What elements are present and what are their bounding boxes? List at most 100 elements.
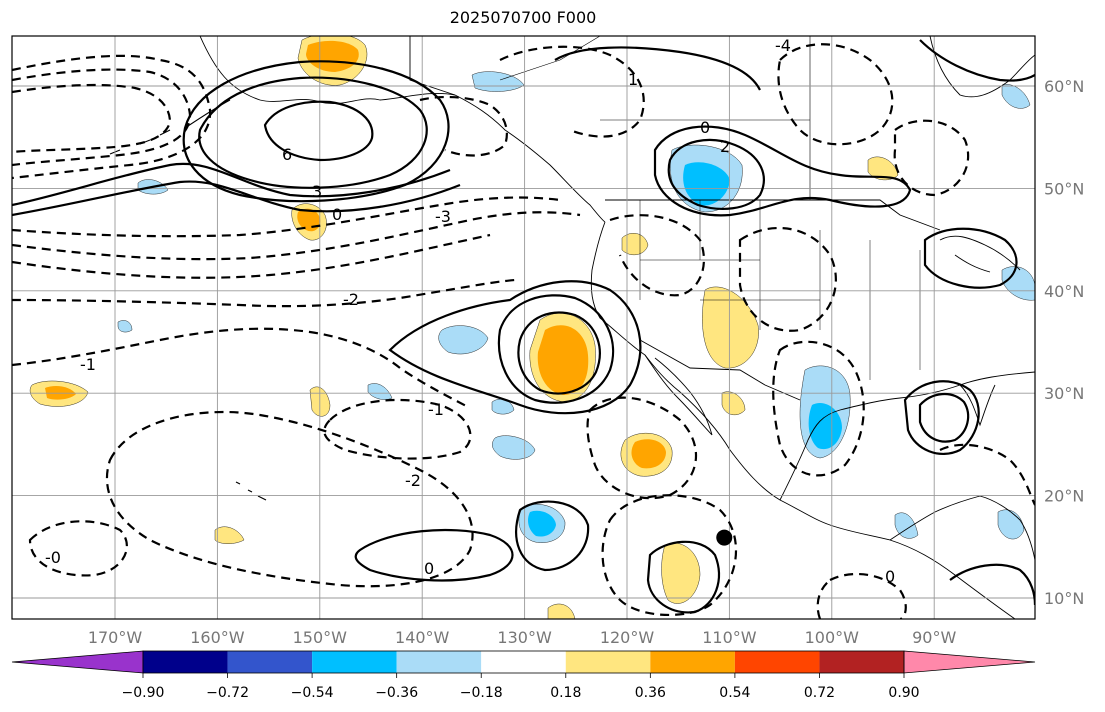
contour-label: 6 bbox=[282, 145, 292, 164]
contour-pos-6 bbox=[388, 280, 642, 415]
contour-neg-10 bbox=[105, 410, 474, 588]
colorbar-tick-label: 0.36 bbox=[635, 685, 666, 701]
latitude-label: 40°N bbox=[1044, 282, 1084, 301]
coast-hawaii bbox=[235, 481, 267, 501]
contour-pos-2 bbox=[182, 60, 450, 203]
contour-neg-6 bbox=[12, 233, 491, 279]
contour-neg-17 bbox=[772, 340, 865, 477]
shade-negative-small-4 bbox=[117, 320, 133, 333]
shade-positive-mexico bbox=[721, 391, 746, 416]
latitude-label: 60°N bbox=[1044, 77, 1084, 96]
colorbar-tick-label: −0.90 bbox=[122, 685, 165, 701]
latitude-labels: 60°N 50°N 40°N 30°N 20°N 10°N bbox=[1044, 77, 1084, 608]
contour-label: -1 bbox=[428, 400, 444, 419]
contour-pos-13 bbox=[923, 227, 1018, 289]
colorbar-segment bbox=[734, 651, 820, 673]
colorbar-extend-low bbox=[11, 650, 144, 674]
anomaly-shading bbox=[29, 36, 1035, 619]
colorbar-tick-label: 0.18 bbox=[550, 685, 581, 701]
colorbar-tick-label: −0.54 bbox=[291, 685, 334, 701]
longitude-label: 130°W bbox=[497, 628, 552, 647]
map-area bbox=[12, 36, 1035, 619]
contour-pos-8 bbox=[517, 311, 601, 395]
longitude-label: 100°W bbox=[805, 628, 860, 647]
coast-alaska bbox=[199, 36, 606, 223]
contour-label: 2 bbox=[720, 137, 730, 156]
contour-pos-7 bbox=[497, 294, 615, 404]
colorbar-tick-label: −0.72 bbox=[206, 685, 249, 701]
location-marker bbox=[716, 529, 733, 546]
contour-neg-3 bbox=[12, 83, 172, 154]
contour-label: -2 bbox=[405, 471, 421, 490]
coast-gulf bbox=[779, 371, 1035, 501]
contour-label: 0 bbox=[700, 118, 710, 137]
shade-negative-gulf-mexico-core bbox=[808, 402, 842, 450]
coast-baja bbox=[644, 354, 713, 436]
colorbar bbox=[11, 650, 1036, 674]
contour-neg-8 bbox=[12, 327, 471, 409]
contour-label: 1 bbox=[628, 70, 638, 89]
longitude-labels: 170°W 160°W 150°W 140°W 130°W 120°W 110°W 100°W… bbox=[88, 628, 957, 647]
contour-label: 0 bbox=[885, 567, 895, 586]
latitude-label: 20°N bbox=[1044, 487, 1084, 506]
contour-pos-18 bbox=[646, 540, 720, 614]
contour-label: 3 bbox=[312, 182, 322, 201]
contour-neg-7 bbox=[12, 278, 516, 308]
longitude-label: 160°W bbox=[190, 628, 245, 647]
contour-pos-10 bbox=[667, 138, 765, 210]
contour-pos-19 bbox=[949, 563, 1035, 606]
contour-pos-17 bbox=[515, 500, 590, 572]
contour-neg-22 bbox=[419, 95, 508, 157]
contour-pos-11 bbox=[554, 46, 761, 91]
border-alaska-canada bbox=[409, 36, 456, 96]
longitude-label: 120°W bbox=[600, 628, 655, 647]
contour-neg-19 bbox=[609, 214, 705, 297]
contour-neg-1 bbox=[12, 54, 212, 180]
longitude-label: 90°W bbox=[912, 628, 956, 647]
colorbar-tick-label: −0.18 bbox=[460, 685, 503, 701]
colorbar-segment bbox=[819, 651, 904, 673]
contour-neg-15 bbox=[893, 119, 970, 197]
contour-label: -2 bbox=[343, 290, 359, 309]
colorbar-segment bbox=[312, 651, 397, 673]
contour-pos-15 bbox=[918, 393, 970, 443]
colorbar-tick-label: −0.36 bbox=[375, 685, 418, 701]
shade-positive-southwest-us bbox=[702, 286, 759, 369]
colorbar-tick-labels: −0.90 −0.72 −0.54 −0.36 −0.18 0.18 0.36 0.54 0.7… bbox=[122, 673, 920, 701]
longitude-label: 110°W bbox=[702, 628, 757, 647]
contour-neg-16 bbox=[738, 226, 837, 332]
positive-contours bbox=[12, 39, 1035, 614]
contour-neg-9 bbox=[323, 398, 472, 460]
contour-neg-18 bbox=[499, 45, 645, 138]
colorbar-extend-high bbox=[903, 650, 1036, 674]
contour-pos-5 bbox=[12, 180, 461, 217]
map-frame bbox=[11, 35, 1036, 620]
shade-negative-small-9 bbox=[367, 383, 393, 400]
contour-label: -0 bbox=[45, 548, 61, 567]
shade-positive-small-south bbox=[214, 526, 245, 544]
colorbar-segment bbox=[396, 651, 482, 673]
shade-negative-small-5 bbox=[1001, 84, 1031, 109]
contour-neg-11 bbox=[28, 520, 128, 577]
shade-positive-south-edge bbox=[547, 603, 576, 619]
border-us-canada bbox=[605, 199, 941, 231]
coast-hudson bbox=[929, 36, 1035, 98]
contour-pos-16 bbox=[354, 528, 514, 582]
contour-pos-4 bbox=[12, 162, 451, 207]
colorbar-tick-label: 0.72 bbox=[804, 685, 835, 701]
shade-positive-baja-high-core bbox=[537, 325, 589, 395]
contour-pos-14 bbox=[903, 380, 980, 455]
colorbar-segment bbox=[565, 651, 651, 673]
latitude-label: 10°N bbox=[1044, 589, 1084, 608]
contour-label: 0 bbox=[424, 559, 434, 578]
shade-positive-gulf-alaska-core bbox=[306, 40, 359, 72]
colorbar-tick-label: 0.54 bbox=[719, 685, 750, 701]
contour-label: -4 bbox=[775, 36, 791, 55]
contour-label: -1 bbox=[80, 355, 96, 374]
contour-pos-3 bbox=[263, 100, 374, 162]
contour-labels: 6 3 0 -1 -2 -3 -4 1 2 -0 0 -1 -2 0 0 bbox=[45, 36, 895, 586]
contour-pos-12 bbox=[919, 39, 1035, 82]
contour-neg-13 bbox=[601, 494, 738, 617]
colorbar-segment bbox=[650, 651, 735, 673]
